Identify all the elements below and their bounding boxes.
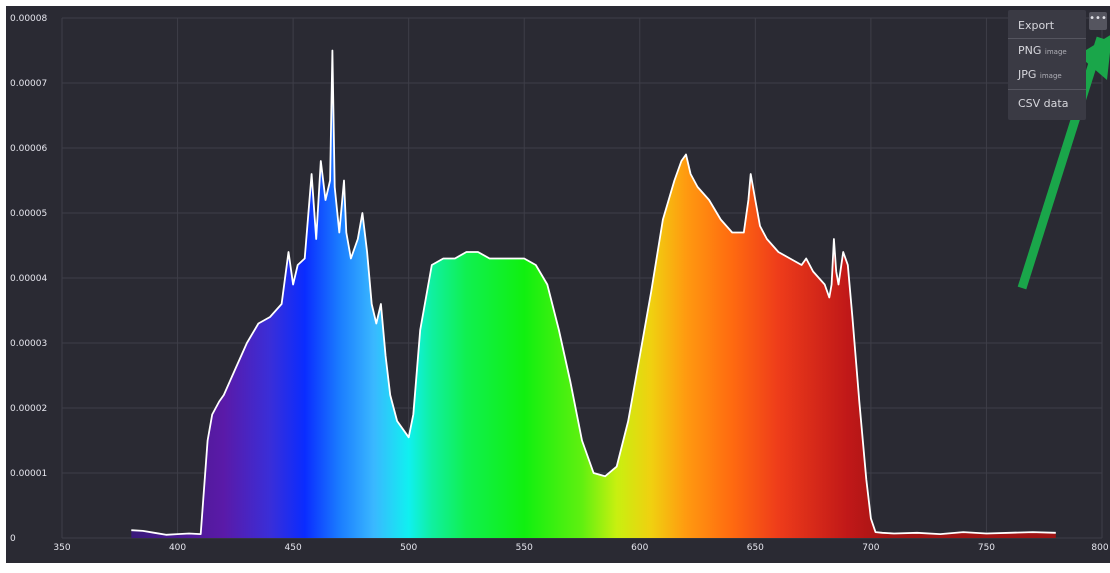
y-axis-ticks: 0 0.00001 0.00002 0.00003 0.00004 0.00005 0.00… [10, 14, 47, 544]
y-tick-label: 0.00006 [10, 144, 47, 154]
export-jpg-sub: image [1039, 72, 1062, 80]
export-png-sub: image [1044, 48, 1067, 56]
x-tick-label: 450 [285, 543, 302, 553]
x-tick-label: 400 [169, 543, 186, 553]
spectrum-fill [131, 50, 1056, 538]
x-axis-ticks: 350 400 450 500 550 600 650 700 750 800 [53, 543, 1108, 553]
x-tick-label: 350 [53, 543, 70, 553]
x-tick-label: 800 [1091, 543, 1108, 553]
x-tick-label: 650 [747, 543, 764, 553]
export-png-item[interactable]: PNG image [1008, 39, 1086, 63]
x-tick-label: 500 [400, 543, 417, 553]
export-jpg-label: JPG [1018, 68, 1037, 81]
y-tick-label: 0.00003 [10, 339, 47, 349]
x-tick-label: 550 [516, 543, 533, 553]
y-tick-label: 0 [10, 534, 16, 544]
menu-separator [1008, 89, 1086, 90]
y-tick-label: 0.00004 [10, 274, 47, 284]
spectrum-line [131, 49, 1056, 536]
chart-menu-button[interactable]: ••• [1089, 12, 1107, 30]
export-menu-header: Export [1008, 14, 1086, 39]
y-tick-label: 0.00001 [10, 469, 47, 479]
y-tick-label: 0.00005 [10, 209, 47, 219]
y-tick-label: 0.00007 [10, 79, 47, 89]
x-tick-label: 750 [978, 543, 995, 553]
y-tick-label: 0.00002 [10, 404, 47, 414]
export-jpg-item[interactable]: JPG image [1008, 63, 1086, 87]
export-png-label: PNG [1018, 44, 1042, 57]
export-csv-item[interactable]: CSV data [1018, 97, 1069, 110]
x-tick-label: 600 [631, 543, 648, 553]
y-tick-label: 0.00008 [10, 14, 47, 24]
spectrum-area [131, 49, 1056, 538]
x-tick-label: 700 [862, 543, 879, 553]
annotation-arrow [1017, 36, 1106, 290]
annotation-arrow-head [1078, 35, 1110, 80]
export-menu: Export PNG image JPG image CSV data [1008, 10, 1086, 120]
